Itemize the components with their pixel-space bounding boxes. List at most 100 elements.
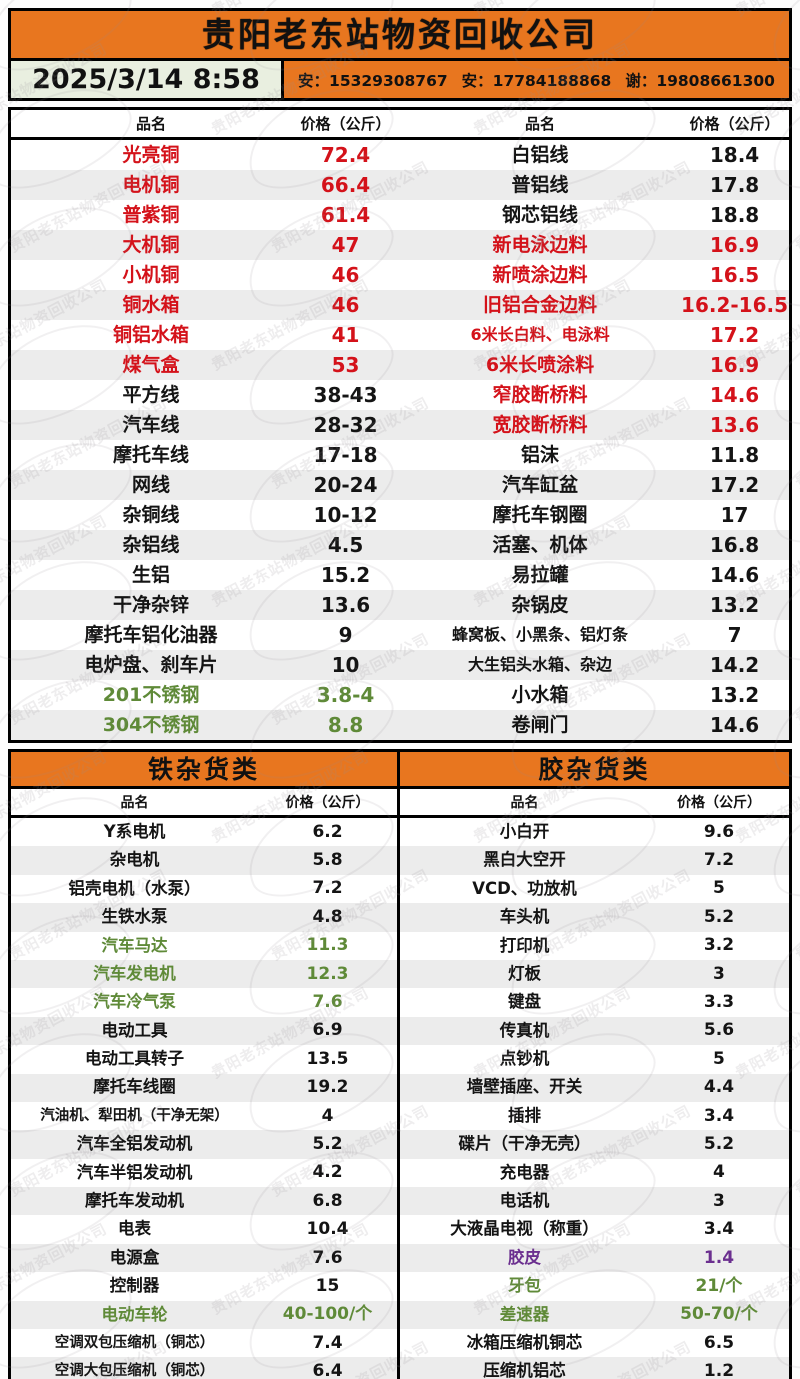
watermark-text: 贵阳老东站物资回收公司 bbox=[792, 1101, 800, 1201]
price-cell: 66.4 bbox=[291, 170, 400, 200]
item-name-cell: 汽车缸盆 bbox=[400, 470, 681, 500]
iron-section-title: 铁杂货类 bbox=[147, 754, 260, 784]
item-name-cell: VCD、功放机 bbox=[400, 874, 649, 904]
item-name-cell: 钢芯铝线 bbox=[400, 200, 681, 230]
item-name-cell: 点钞机 bbox=[400, 1045, 649, 1074]
iron-col-price: 价格（公斤） bbox=[258, 789, 397, 818]
date-text: 2025/3/14 8:58 bbox=[32, 64, 260, 95]
price-cell: 5.6 bbox=[648, 1016, 789, 1046]
price-cell: 53 bbox=[291, 350, 400, 380]
item-name-cell: 生铝 bbox=[11, 560, 292, 590]
price-cell: 14.6 bbox=[680, 380, 789, 410]
plastic-table: 品名 价格（公斤） 小白开 9.6 黑白大空开 7.2 VCD、功放机 5 车头机 5.2 打印… bbox=[400, 789, 789, 1379]
item-name-cell: 键盘 bbox=[400, 988, 649, 1017]
table-row: 煤气盒 53 6米长喷涂料 16.9 bbox=[11, 350, 789, 380]
item-name-cell: 电炉盘、刹车片 bbox=[11, 650, 292, 680]
price-cell: 4.4 bbox=[648, 1073, 789, 1102]
phones-cell: 安：15329308767 安：17784188868 谢：1980866130… bbox=[284, 61, 789, 98]
iron-section: 铁杂货类 品名 价格（公斤） Y系电机 6.2 杂电机 5.8 铝壳电机（水泵） 7.2 生… bbox=[11, 752, 400, 1379]
metals-table: 品名 价格（公斤） 品名 价格（公斤） 光亮铜 72.4 白铝线 18.4 电机铜 66.… bbox=[11, 110, 789, 740]
table-row: 电动工具转子 13.5 bbox=[11, 1045, 397, 1074]
table-row: 打印机 3.2 bbox=[400, 931, 789, 960]
table-row: Y系电机 6.2 bbox=[11, 816, 397, 847]
table-row: 杂电机 5.8 bbox=[11, 846, 397, 875]
plastic-body: 小白开 9.6 黑白大空开 7.2 VCD、功放机 5 车头机 5.2 打印机 3.2 灯板 3 键盘 3… bbox=[400, 816, 789, 1379]
price-cell: 7.4 bbox=[258, 1329, 397, 1358]
plastic-col-name: 品名 bbox=[400, 789, 649, 818]
price-cell: 4 bbox=[648, 1158, 789, 1188]
item-name-cell: 6米长喷涂料 bbox=[400, 350, 681, 380]
item-name-cell: 铝沫 bbox=[400, 440, 681, 470]
item-name-cell: 电源盒 bbox=[11, 1243, 259, 1273]
item-name-cell: 电动工具转子 bbox=[11, 1045, 259, 1074]
price-cell: 5 bbox=[648, 874, 789, 904]
price-cell: 72.4 bbox=[291, 138, 400, 170]
item-name-cell: 冰箱压缩机铜芯 bbox=[400, 1329, 649, 1358]
item-name-cell: Y系电机 bbox=[11, 816, 259, 847]
col-price-right: 价格（公斤） bbox=[680, 110, 789, 140]
item-name-cell: 小白开 bbox=[400, 816, 649, 847]
table-row: 车头机 5.2 bbox=[400, 903, 789, 932]
item-name-cell: 汽车冷气泵 bbox=[11, 988, 259, 1017]
price-cell: 15.2 bbox=[291, 560, 400, 590]
table-row: 小机铜 46 新喷涂边料 16.5 bbox=[11, 260, 789, 290]
item-name-cell: 汽车线 bbox=[11, 410, 292, 440]
item-name-cell: 普紫铜 bbox=[11, 200, 292, 230]
price-cell: 6.5 bbox=[648, 1329, 789, 1358]
item-name-cell: 大机铜 bbox=[11, 230, 292, 260]
table-row: 电动车轮 40-100/个 bbox=[11, 1300, 397, 1330]
item-name-cell: 汽车全铝发动机 bbox=[11, 1130, 259, 1159]
table-row: 摩托车线圈 19.2 bbox=[11, 1073, 397, 1102]
price-cell: 12.3 bbox=[258, 959, 397, 989]
price-cell: 16.9 bbox=[680, 230, 789, 260]
price-cell: 3 bbox=[648, 959, 789, 989]
table-row: 杂铝线 4.5 活塞、机体 16.8 bbox=[11, 530, 789, 560]
price-cell: 13.6 bbox=[291, 590, 400, 620]
price-cell: 47 bbox=[291, 230, 400, 260]
phone-1[interactable]: 安：15329308767 bbox=[298, 71, 448, 90]
price-cell: 1.4 bbox=[648, 1243, 789, 1273]
price-cell: 17-18 bbox=[291, 440, 400, 470]
item-name-cell: 铜水箱 bbox=[11, 290, 292, 320]
price-cell: 18.8 bbox=[680, 200, 789, 230]
item-name-cell: 201不锈钢 bbox=[11, 680, 292, 710]
table-row: 生铝 15.2 易拉罐 14.6 bbox=[11, 560, 789, 590]
col-price-left: 价格（公斤） bbox=[291, 110, 400, 140]
price-cell: 16.8 bbox=[680, 530, 789, 560]
price-cell: 11.8 bbox=[680, 440, 789, 470]
iron-col-name: 品名 bbox=[11, 789, 259, 818]
metals-table-block: 品名 价格（公斤） 品名 价格（公斤） 光亮铜 72.4 白铝线 18.4 电机铜 66.… bbox=[8, 107, 792, 743]
price-cell: 5 bbox=[648, 1045, 789, 1074]
table-row: 电炉盘、刹车片 10 大生铝头水箱、杂边 14.2 bbox=[11, 650, 789, 680]
table-row: VCD、功放机 5 bbox=[400, 874, 789, 904]
price-cell: 16.2-16.5 bbox=[680, 290, 789, 320]
item-name-cell: 车头机 bbox=[400, 903, 649, 932]
item-name-cell: 控制器 bbox=[11, 1272, 259, 1301]
phone-2[interactable]: 安：17784188868 bbox=[461, 71, 612, 90]
item-name-cell: 煤气盒 bbox=[11, 350, 292, 380]
price-cell: 7 bbox=[680, 620, 789, 650]
phone-3[interactable]: 谢：19808661300 bbox=[625, 71, 775, 90]
table-row: 光亮铜 72.4 白铝线 18.4 bbox=[11, 138, 789, 170]
item-name-cell: 摩托车线 bbox=[11, 440, 292, 470]
price-cell: 5.2 bbox=[258, 1130, 397, 1159]
price-cell: 16.9 bbox=[680, 350, 789, 380]
table-row: 电表 10.4 bbox=[11, 1215, 397, 1244]
price-cell: 7.2 bbox=[258, 874, 397, 904]
table-row: 黑白大空开 7.2 bbox=[400, 846, 789, 875]
item-name-cell: 摩托车发动机 bbox=[11, 1187, 259, 1216]
price-cell: 61.4 bbox=[291, 200, 400, 230]
table-row: 汽油机、犁田机（干净无架） 4 bbox=[11, 1101, 397, 1131]
item-name-cell: 摩托车线圈 bbox=[11, 1073, 259, 1102]
item-name-cell: 小机铜 bbox=[11, 260, 292, 290]
watermark-text: 贵阳老东站物资回收公司 bbox=[792, 157, 800, 257]
table-row: 墙壁插座、开关 4.4 bbox=[400, 1073, 789, 1102]
table-row: 控制器 15 bbox=[11, 1272, 397, 1301]
table-row: 汽车冷气泵 7.6 bbox=[11, 988, 397, 1017]
table-row: 304不锈钢 8.8 卷闸门 14.6 bbox=[11, 710, 789, 740]
table-row: 汽车马达 11.3 bbox=[11, 931, 397, 960]
price-cell: 13.5 bbox=[258, 1045, 397, 1074]
company-title: 贵阳老东站物资回收公司 bbox=[202, 15, 598, 54]
item-name-cell: 平方线 bbox=[11, 380, 292, 410]
item-name-cell: 旧铝合金边料 bbox=[400, 290, 681, 320]
